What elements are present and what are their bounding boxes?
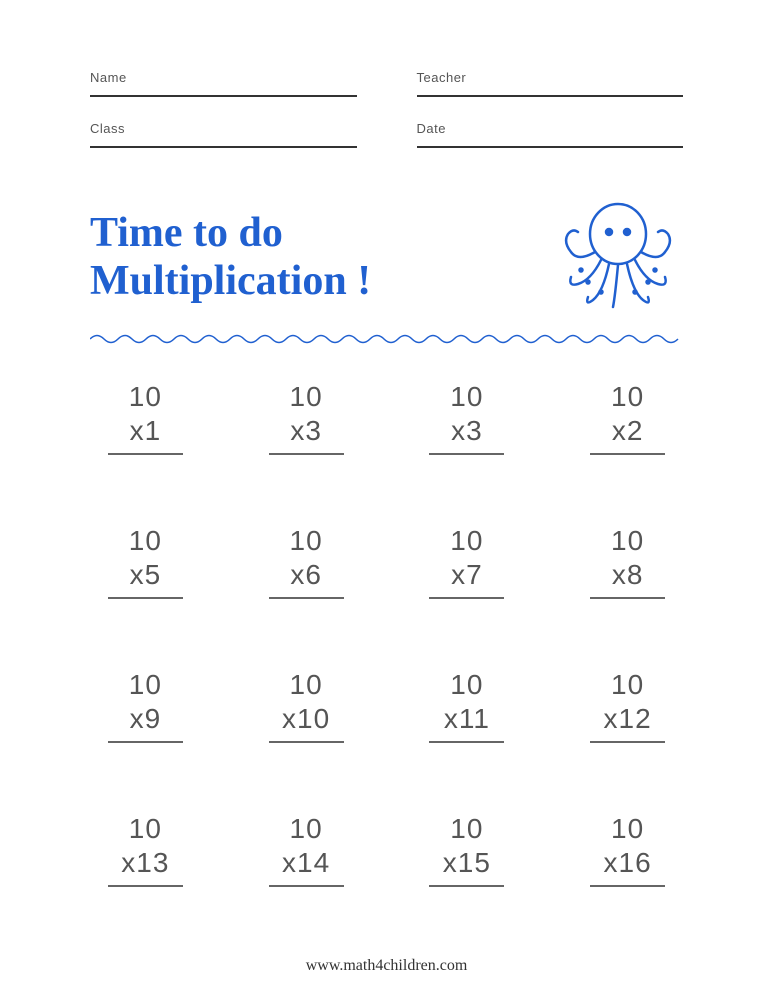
name-line bbox=[90, 95, 357, 97]
problem-top: 10 bbox=[412, 813, 523, 845]
name-label: Name bbox=[90, 70, 357, 85]
problem-line bbox=[429, 741, 504, 743]
problem-top: 10 bbox=[90, 525, 201, 557]
problem-bottom: x5 bbox=[90, 559, 201, 591]
wave-divider bbox=[90, 332, 683, 351]
title-line1: Time to do bbox=[90, 209, 553, 257]
problem-line bbox=[590, 453, 665, 455]
problem-top: 10 bbox=[90, 669, 201, 701]
problem-bottom: x3 bbox=[412, 415, 523, 447]
problem-bottom: x3 bbox=[251, 415, 362, 447]
date-line bbox=[417, 146, 684, 148]
problem-1: 10x1 bbox=[90, 381, 201, 455]
date-label: Date bbox=[417, 121, 684, 136]
problem-10: 10x10 bbox=[251, 669, 362, 743]
problem-line bbox=[269, 885, 344, 887]
problem-11: 10x11 bbox=[412, 669, 523, 743]
problem-line bbox=[108, 885, 183, 887]
date-field[interactable]: Date bbox=[417, 121, 684, 148]
problem-15: 10x15 bbox=[412, 813, 523, 887]
problem-top: 10 bbox=[572, 525, 683, 557]
problem-top: 10 bbox=[90, 813, 201, 845]
problem-bottom: x11 bbox=[412, 703, 523, 735]
title-section: Time to do Multiplication ! bbox=[90, 192, 683, 322]
problem-line bbox=[269, 597, 344, 599]
problem-2: 10x3 bbox=[251, 381, 362, 455]
problem-line bbox=[429, 885, 504, 887]
problem-bottom: x13 bbox=[90, 847, 201, 879]
problem-bottom: x2 bbox=[572, 415, 683, 447]
teacher-field[interactable]: Teacher bbox=[417, 70, 684, 97]
problem-top: 10 bbox=[251, 813, 362, 845]
problem-line bbox=[429, 597, 504, 599]
problem-bottom: x1 bbox=[90, 415, 201, 447]
problem-line bbox=[590, 741, 665, 743]
problem-line bbox=[108, 453, 183, 455]
problem-3: 10x3 bbox=[412, 381, 523, 455]
problem-12: 10x12 bbox=[572, 669, 683, 743]
problem-line bbox=[108, 741, 183, 743]
problem-top: 10 bbox=[251, 525, 362, 557]
problem-4: 10x2 bbox=[572, 381, 683, 455]
problem-9: 10x9 bbox=[90, 669, 201, 743]
problem-top: 10 bbox=[251, 381, 362, 413]
problem-5: 10x5 bbox=[90, 525, 201, 599]
footer-url: www.math4children.com bbox=[0, 957, 773, 975]
problem-bottom: x8 bbox=[572, 559, 683, 591]
problem-line bbox=[108, 597, 183, 599]
problem-bottom: x12 bbox=[572, 703, 683, 735]
problem-16: 10x16 bbox=[572, 813, 683, 887]
problem-7: 10x7 bbox=[412, 525, 523, 599]
teacher-line bbox=[417, 95, 684, 97]
problem-top: 10 bbox=[572, 813, 683, 845]
problem-top: 10 bbox=[572, 669, 683, 701]
problem-top: 10 bbox=[412, 669, 523, 701]
octopus-icon bbox=[553, 192, 683, 322]
class-label: Class bbox=[90, 121, 357, 136]
class-line bbox=[90, 146, 357, 148]
header-fields: Name Class Teacher Date bbox=[90, 70, 683, 172]
problem-line bbox=[590, 885, 665, 887]
problem-top: 10 bbox=[90, 381, 201, 413]
problem-bottom: x10 bbox=[251, 703, 362, 735]
problem-bottom: x9 bbox=[90, 703, 201, 735]
problem-top: 10 bbox=[412, 381, 523, 413]
problem-line bbox=[269, 741, 344, 743]
problems-grid: 10x110x310x310x210x510x610x710x810x910x1… bbox=[90, 381, 683, 887]
problem-bottom: x6 bbox=[251, 559, 362, 591]
class-field[interactable]: Class bbox=[90, 121, 357, 148]
problem-bottom: x15 bbox=[412, 847, 523, 879]
title-line2: Multiplication ! bbox=[90, 257, 553, 305]
problem-top: 10 bbox=[251, 669, 362, 701]
problem-6: 10x6 bbox=[251, 525, 362, 599]
problem-14: 10x14 bbox=[251, 813, 362, 887]
problem-bottom: x14 bbox=[251, 847, 362, 879]
name-field[interactable]: Name bbox=[90, 70, 357, 97]
problem-bottom: x16 bbox=[572, 847, 683, 879]
problem-line bbox=[429, 453, 504, 455]
problem-13: 10x13 bbox=[90, 813, 201, 887]
problem-bottom: x7 bbox=[412, 559, 523, 591]
worksheet-title: Time to do Multiplication ! bbox=[90, 209, 553, 306]
teacher-label: Teacher bbox=[417, 70, 684, 85]
problem-line bbox=[590, 597, 665, 599]
problem-top: 10 bbox=[572, 381, 683, 413]
problem-line bbox=[269, 453, 344, 455]
problem-top: 10 bbox=[412, 525, 523, 557]
problem-8: 10x8 bbox=[572, 525, 683, 599]
